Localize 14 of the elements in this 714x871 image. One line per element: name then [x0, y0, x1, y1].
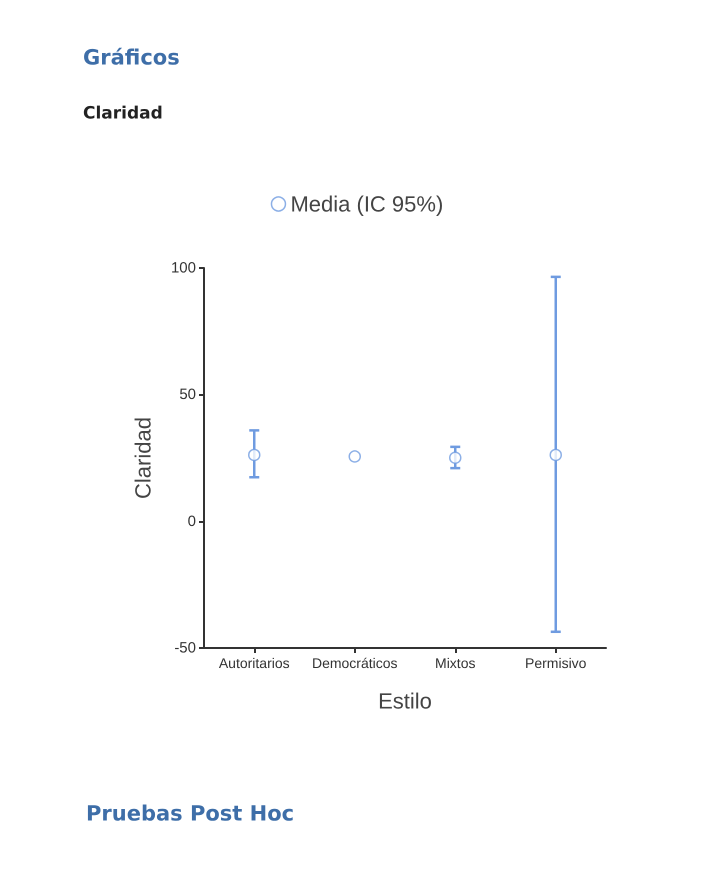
chart-title: Gráficos — [83, 46, 180, 70]
legend-label: Media (IC 95%) — [290, 192, 444, 216]
y-axis-title: Claridad — [130, 417, 156, 499]
text: Pruebas Post Hoc — [86, 802, 294, 826]
x-tick-label: Permisivo — [525, 655, 587, 671]
chart-subtitle: Claridad — [83, 104, 163, 124]
x-tick-label: Mixtos — [435, 655, 476, 671]
y-tick-label: -50 — [174, 640, 196, 656]
x-tick-label: Democráticos — [312, 655, 398, 671]
x-tick-label: Autoritarios — [218, 655, 290, 671]
y-tick-label: 50 — [179, 386, 196, 404]
y-tick-label: 0 — [188, 512, 196, 530]
y-tick-label: 100 — [170, 260, 196, 276]
x-axis-title: Estilo — [378, 688, 432, 714]
